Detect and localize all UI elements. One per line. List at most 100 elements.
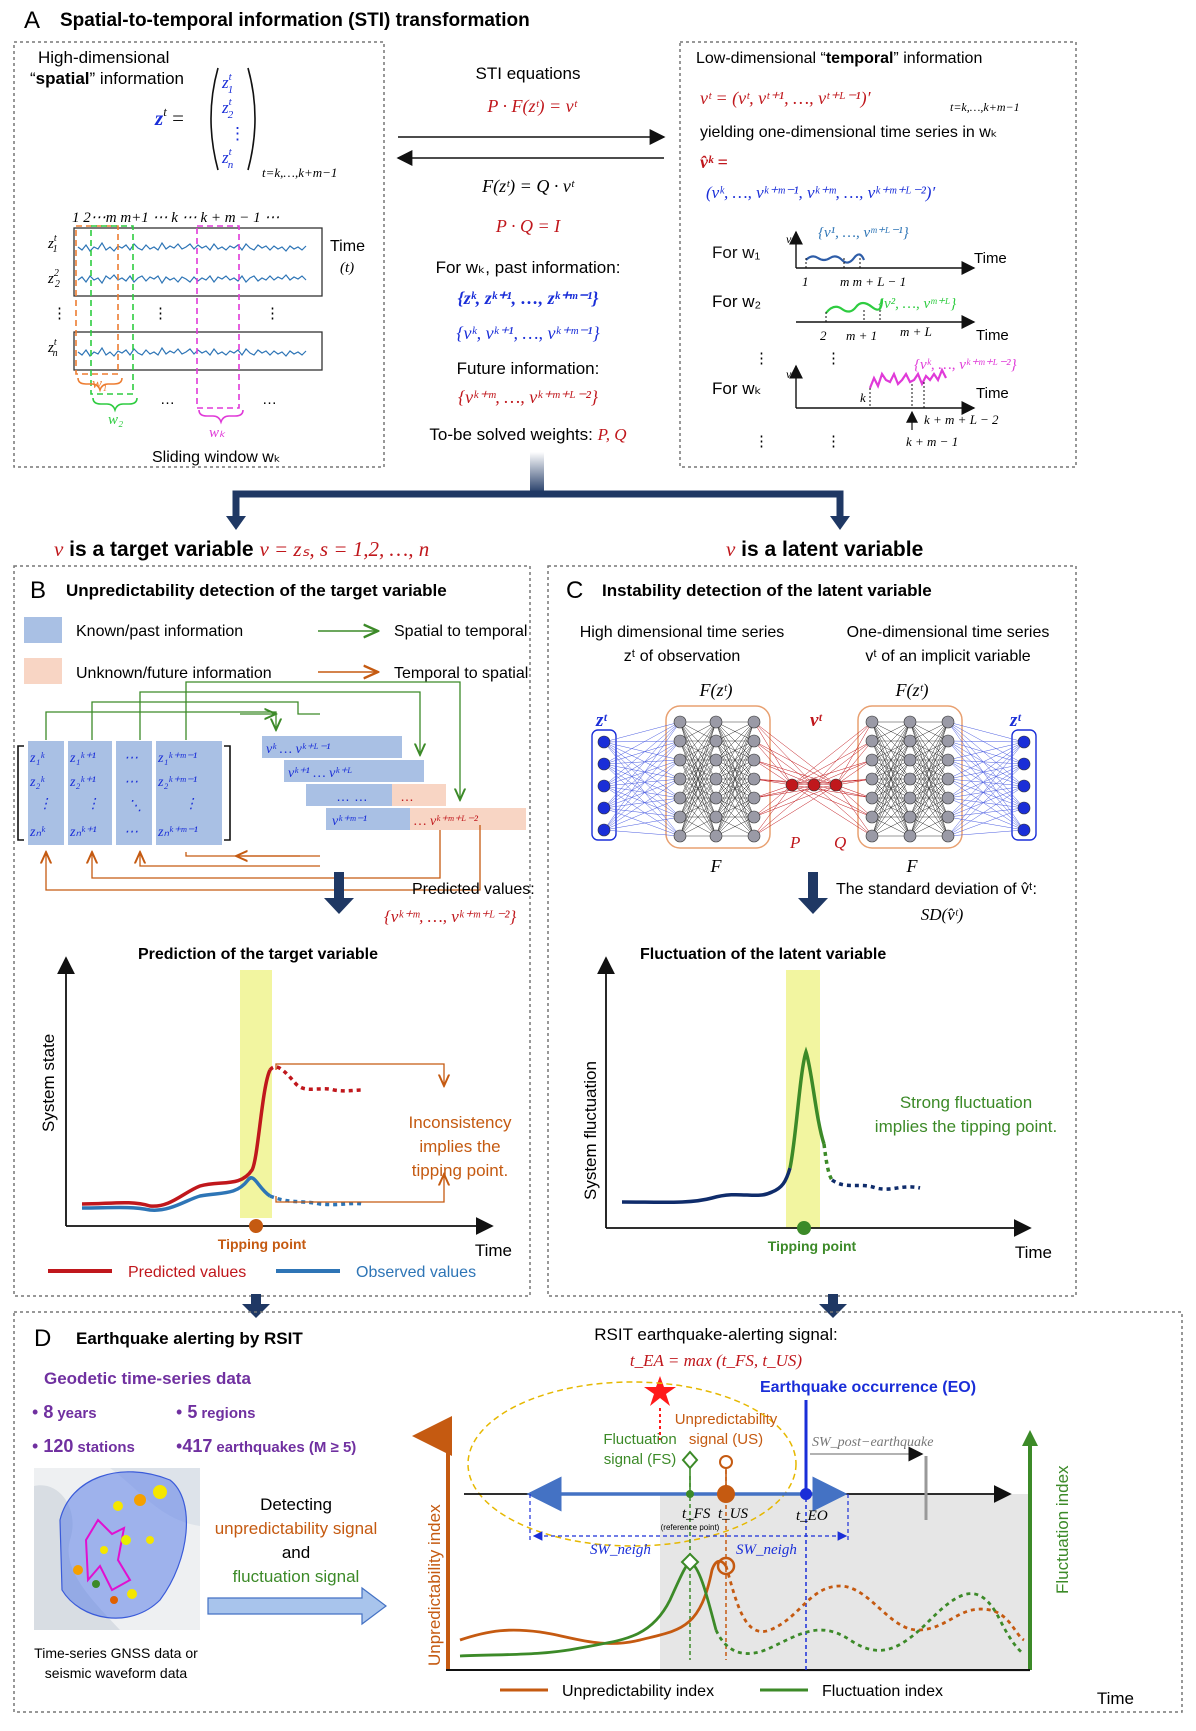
network-node: [709, 810, 723, 824]
c-down-arrow-head: [798, 898, 828, 914]
sti-eq-3: P · Q = I: [495, 216, 561, 236]
network-node: [597, 823, 611, 837]
b-down-arrow-head: [324, 898, 354, 914]
c-left-head-2: zᵗ of observation: [624, 648, 740, 665]
fluct-index-future: [714, 1592, 1025, 1656]
fluct-index-line: [459, 1560, 718, 1658]
legend-obs-label: Observed values: [356, 1264, 476, 1281]
hankel-text-2: vᵏ⁺¹ … vᵏ⁺ᴸ: [288, 766, 352, 781]
chart-c-annotation-2: implies the tipping point.: [875, 1117, 1057, 1136]
hankel-row-3-known: [306, 784, 392, 806]
chart-d-xlabel: Time: [1097, 1689, 1134, 1708]
t2s-arrow-2: [92, 830, 441, 879]
legend-s2t-label: Spatial to temporal: [394, 623, 527, 640]
network-edge: [871, 721, 911, 780]
network-edge: [753, 784, 793, 818]
yielding-text: yielding one-dimensional time series in …: [700, 124, 998, 141]
network-node: [903, 772, 917, 786]
detect-2: unpredictability signal: [215, 1519, 378, 1538]
wk-time: Time: [976, 385, 1009, 402]
chart-d-ylabel-right: Fluctuation index: [1053, 1465, 1072, 1594]
zt-elem-n: zt n: [221, 146, 234, 171]
wk-series: [868, 367, 947, 389]
network-node: [747, 791, 761, 805]
network-edge: [791, 784, 873, 837]
chart-b-bracket-top: [275, 1063, 444, 1086]
s2t-arrow-1: [45, 711, 276, 740]
chart-c-ylabel: System fluctuation: [581, 1061, 600, 1200]
network-node: [597, 779, 611, 793]
network-edge: [679, 721, 717, 761]
network-edge: [603, 741, 681, 837]
w1-series: [805, 253, 866, 264]
matrix-col-3: [116, 741, 152, 845]
hankel-row-2: [284, 760, 424, 782]
ts-time-sub: (t): [340, 260, 354, 276]
t2s-arrow-1: [46, 825, 481, 891]
network-node: [673, 829, 687, 843]
network-node: [709, 829, 723, 843]
chart-c-line-post: [830, 1178, 921, 1191]
network-edge: [909, 721, 949, 818]
sti-eq-1: P · F(zᵗ) = vᵗ: [486, 96, 577, 117]
unpred-index-future: [724, 1565, 1025, 1642]
network-node: [747, 715, 761, 729]
legend-known-label: Known/past information: [76, 623, 243, 640]
windows-dots-1: …: [160, 391, 175, 408]
ref-point-label: (reference point): [661, 1523, 720, 1532]
network-node: [747, 753, 761, 767]
stat-years: • 8 years: [32, 1402, 97, 1422]
zt-range: t=k,…,k+m−1: [262, 165, 337, 180]
ts-mid-dots-1: ⋮: [153, 305, 168, 322]
brace-w2-label: w₂: [108, 412, 123, 428]
zt-right-paren: [247, 67, 256, 171]
network-node: [865, 810, 879, 824]
network-edge: [603, 797, 681, 809]
ts-mid-dots-2: ⋮: [265, 305, 280, 322]
network-edge: [603, 785, 681, 799]
c-encoder-box: [665, 705, 771, 849]
panel-a-title: Spatial-to-temporal information (STI) tr…: [60, 10, 530, 31]
c-left-head-1: High dimensional time series: [580, 624, 785, 641]
hankel-row-3-unknown: [392, 784, 446, 806]
network-edge: [871, 797, 911, 837]
network-node: [941, 734, 955, 748]
network-node: [807, 778, 821, 792]
t-fs-label: t_FS: [682, 1506, 711, 1522]
network-edge: [603, 759, 681, 809]
chart-d-y-axis-right-head: [1022, 1430, 1038, 1446]
network-edge: [603, 759, 681, 831]
network-edge: [715, 721, 755, 818]
network-node: [865, 753, 879, 767]
network-edge: [753, 740, 793, 786]
c-down-arrow-shaft: [808, 872, 818, 900]
us-marker-top: [719, 1455, 733, 1469]
c-fz-left: F(zᵗ): [698, 680, 732, 701]
network-edge: [871, 721, 911, 799]
network-node: [903, 734, 917, 748]
network-node: [1017, 801, 1031, 815]
chart-c-tipping-label: Tipping point: [768, 1238, 857, 1254]
ts-box-top: [73, 227, 323, 297]
network-edge: [813, 778, 873, 786]
network-edge: [835, 721, 873, 786]
network-node: [1017, 735, 1031, 749]
left-title-line2: “spatial” information: [30, 69, 184, 88]
unpred-index-line: [459, 1559, 728, 1645]
network-node: [1017, 823, 1031, 837]
network-node: [673, 715, 687, 729]
network-edge: [679, 721, 717, 780]
wk-v-axis: v: [786, 367, 792, 381]
network-edge: [947, 741, 1025, 837]
network-edge: [835, 784, 873, 799]
network-edge: [947, 759, 1025, 831]
matrix-right-bracket: [224, 745, 231, 841]
matrix-cell: ⋯: [124, 773, 138, 789]
hankel-row-4-unknown: [410, 808, 526, 830]
network-edge: [909, 797, 949, 837]
network-node: [597, 801, 611, 815]
connector-arrow-c: [830, 516, 850, 530]
vhat-definition: v̂ᵏ =: [700, 152, 728, 172]
zt-symbol: zt =: [154, 104, 184, 130]
panel-c-box: [547, 565, 1077, 1297]
